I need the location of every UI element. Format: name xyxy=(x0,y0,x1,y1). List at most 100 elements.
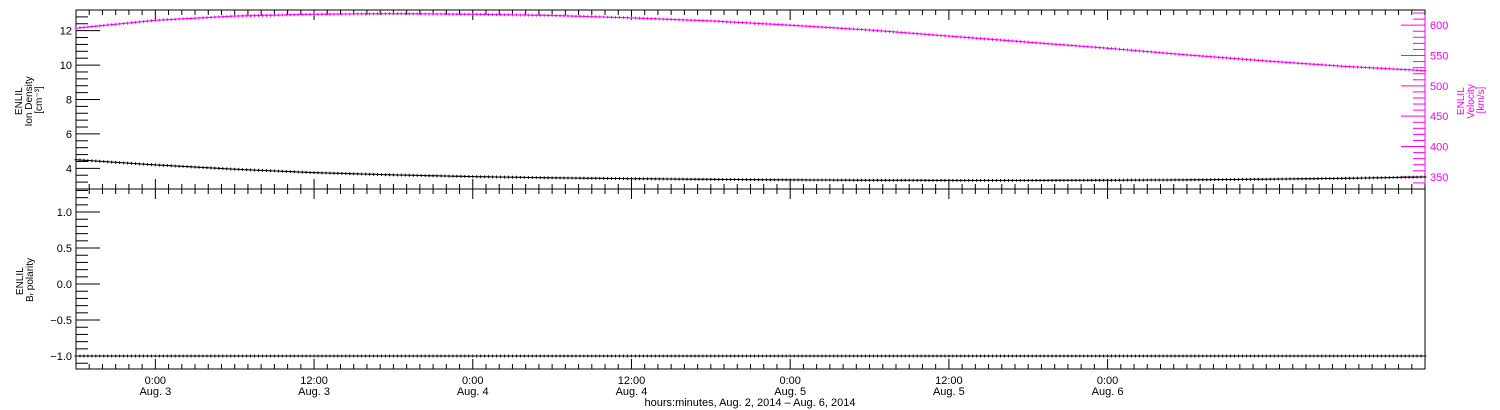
ion-density-point xyxy=(1026,178,1030,182)
velocity-point xyxy=(1117,47,1121,51)
br-polarity-point xyxy=(98,354,102,358)
velocity-point xyxy=(403,12,407,16)
br-polarity-point xyxy=(907,354,911,358)
velocity-point xyxy=(741,21,745,25)
velocity-point xyxy=(1316,63,1320,67)
velocity-point xyxy=(439,12,443,16)
br-polarity-point xyxy=(471,354,475,358)
br-polarity-point xyxy=(1225,354,1229,358)
velocity-point xyxy=(1296,61,1300,65)
y-tick-label: −0.5 xyxy=(50,315,72,327)
ion-density-point xyxy=(764,178,768,182)
br-polarity-point xyxy=(368,354,372,358)
velocity-point xyxy=(1110,47,1114,51)
br-polarity-point xyxy=(741,354,745,358)
ion-density-point xyxy=(213,166,217,170)
br-polarity-point xyxy=(820,354,824,358)
velocity-point xyxy=(570,14,574,18)
velocity-point xyxy=(86,25,90,29)
br-polarity-point xyxy=(1379,354,1383,358)
br-polarity-point xyxy=(391,354,395,358)
br-polarity-point xyxy=(1336,354,1340,358)
ion-density-point xyxy=(772,178,776,182)
ion-density-point xyxy=(784,178,788,182)
velocity-point xyxy=(1189,53,1193,57)
ion-density-point xyxy=(510,175,514,179)
ion-density-point xyxy=(844,178,848,182)
velocity-point xyxy=(836,26,840,30)
ion-density-point xyxy=(971,178,975,182)
ion-density-point xyxy=(209,166,213,170)
velocity-point xyxy=(1360,65,1364,69)
x-tick-time-label: 12:00 xyxy=(935,375,963,387)
ion-density-point xyxy=(272,169,276,173)
br-polarity-point xyxy=(205,354,209,358)
ion-density-point xyxy=(542,176,546,180)
ion-density-point xyxy=(1209,178,1213,182)
velocity-point xyxy=(1340,64,1344,68)
ion-density-point xyxy=(1133,178,1137,182)
velocity-point xyxy=(987,37,991,41)
ion-density-point xyxy=(1018,178,1022,182)
ion-density-point xyxy=(871,178,875,182)
ion-density-point xyxy=(1237,177,1241,181)
ion-density-point xyxy=(1177,178,1181,182)
br-polarity-point xyxy=(102,354,106,358)
ion-density-point xyxy=(721,177,725,181)
ion-density-point xyxy=(1352,176,1356,180)
ion-density-point xyxy=(570,176,574,180)
velocity-point xyxy=(1074,44,1078,48)
velocity-point xyxy=(1133,49,1137,53)
ion-density-point xyxy=(685,177,689,181)
br-polarity-point xyxy=(538,354,542,358)
br-polarity-point xyxy=(598,354,602,358)
ion-density-point xyxy=(98,159,102,163)
y-tick-label: −1.0 xyxy=(50,351,72,363)
br-polarity-point xyxy=(130,354,134,358)
br-polarity-point xyxy=(1106,354,1110,358)
br-polarity-point xyxy=(1260,354,1264,358)
ion-density-point xyxy=(967,178,971,182)
ion-density-point xyxy=(887,178,891,182)
velocity-point xyxy=(693,18,697,22)
x-tick-time-label: 12:00 xyxy=(300,375,328,387)
ion-density-point xyxy=(118,161,122,165)
ion-density-point xyxy=(1344,176,1348,180)
br-polarity-point xyxy=(879,354,883,358)
ion-density-point xyxy=(134,162,138,166)
velocity-point xyxy=(1193,54,1197,58)
br-polarity-point xyxy=(348,354,352,358)
br-polarity-point xyxy=(534,354,538,358)
velocity-point xyxy=(169,17,173,21)
br-polarity-point xyxy=(848,354,852,358)
velocity-point xyxy=(320,12,324,16)
ion-density-point xyxy=(78,158,82,162)
br-polarity-panel: −1.0 −0.5 0.0 0.5 1.0 xyxy=(50,188,1427,370)
ion-density-point xyxy=(1415,175,1419,179)
ion-density-point xyxy=(1014,178,1018,182)
velocity-point xyxy=(538,13,542,17)
br-polarity-point xyxy=(681,354,685,358)
ion-density-point xyxy=(1054,178,1058,182)
ion-density-point xyxy=(1070,178,1074,182)
br-polarity-point xyxy=(875,354,879,358)
velocity-point xyxy=(756,21,760,25)
ion-density-point xyxy=(828,178,832,182)
br-polarity-point xyxy=(1006,354,1010,358)
velocity-point xyxy=(459,12,463,16)
velocity-point xyxy=(455,12,459,16)
velocity-point xyxy=(177,17,181,21)
br-polarity-point xyxy=(503,354,507,358)
velocity-point xyxy=(1256,58,1260,62)
velocity-point xyxy=(1010,39,1014,43)
br-polarity-point xyxy=(1030,354,1034,358)
velocity-point xyxy=(328,12,332,16)
ion-density-point xyxy=(1363,176,1367,180)
br-polarity-point xyxy=(380,354,384,358)
br-polarity-point xyxy=(1110,354,1114,358)
velocity-point xyxy=(130,21,134,25)
br-polarity-point xyxy=(542,354,546,358)
velocity-point xyxy=(1221,56,1225,60)
br-polarity-point xyxy=(1240,354,1244,358)
velocity-point xyxy=(209,15,213,19)
